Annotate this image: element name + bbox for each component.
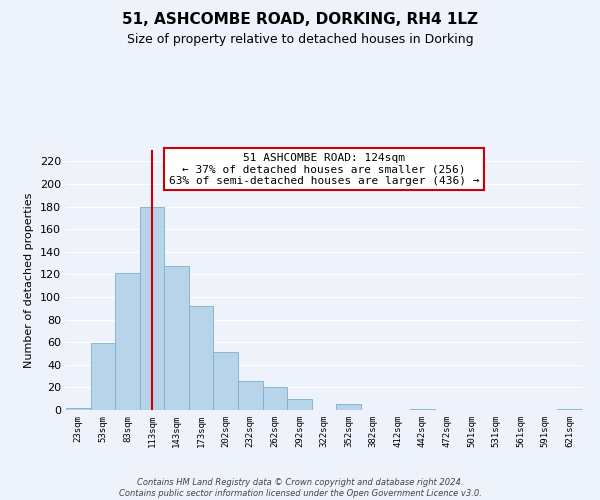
Bar: [91, 344, 115, 410]
Bar: [336, 404, 361, 410]
Bar: [238, 380, 263, 410]
Bar: [115, 273, 140, 410]
Text: Contains HM Land Registry data © Crown copyright and database right 2024.
Contai: Contains HM Land Registry data © Crown c…: [119, 478, 481, 498]
Text: Size of property relative to detached houses in Dorking: Size of property relative to detached ho…: [127, 32, 473, 46]
Bar: [66, 408, 91, 410]
Bar: [287, 398, 312, 410]
Bar: [263, 388, 287, 410]
Bar: [410, 409, 434, 410]
Bar: [557, 409, 582, 410]
Bar: [214, 352, 238, 410]
Y-axis label: Number of detached properties: Number of detached properties: [25, 192, 34, 368]
Bar: [189, 306, 214, 410]
Bar: [164, 266, 189, 410]
Text: 51, ASHCOMBE ROAD, DORKING, RH4 1LZ: 51, ASHCOMBE ROAD, DORKING, RH4 1LZ: [122, 12, 478, 28]
Bar: [140, 206, 164, 410]
Text: 51 ASHCOMBE ROAD: 124sqm
← 37% of detached houses are smaller (256)
63% of semi-: 51 ASHCOMBE ROAD: 124sqm ← 37% of detach…: [169, 152, 479, 186]
